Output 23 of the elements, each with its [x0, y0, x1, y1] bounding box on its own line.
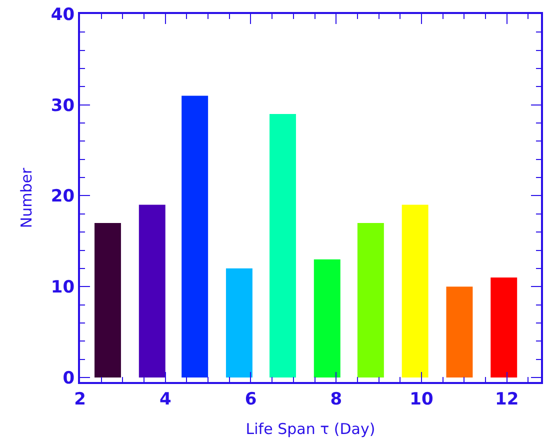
bar	[490, 278, 518, 378]
bar	[94, 222, 121, 378]
bar	[182, 96, 208, 378]
y-tick-label: 40	[50, 4, 75, 25]
y-tick-label: 10	[50, 278, 75, 298]
y-tick-label: 30	[50, 96, 75, 116]
bar	[270, 114, 296, 378]
bar	[402, 204, 428, 378]
x-tick-label: 6	[244, 389, 257, 410]
x-tick-label: 8	[330, 389, 342, 410]
x-axis-title: Life Span τ (Day)	[246, 420, 376, 438]
bar	[314, 259, 340, 378]
bar	[226, 268, 252, 378]
y-tick-label: 0	[62, 368, 75, 388]
bar	[357, 222, 384, 378]
x-tick-label: 10	[410, 389, 434, 410]
bar	[138, 204, 166, 378]
x-tick-label: 4	[159, 389, 172, 410]
x-tick-label: 12	[495, 389, 519, 410]
y-tick-label: 20	[50, 186, 75, 207]
x-tick-label: 2	[74, 389, 86, 410]
y-axis-title: Number	[18, 167, 36, 228]
bar	[446, 286, 473, 378]
